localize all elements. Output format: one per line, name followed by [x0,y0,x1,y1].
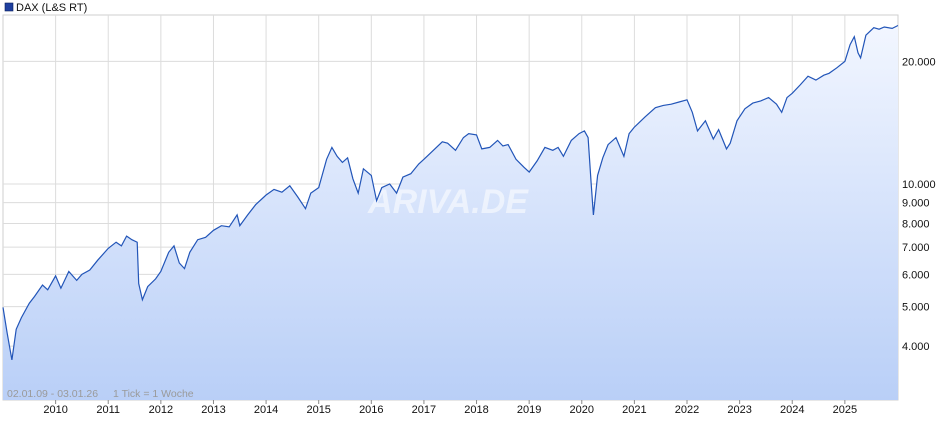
y-axis: 4.000 5.000 6.000 7.000 8.000 9.000 10.000 20.0… [902,56,936,353]
tick-interval-label: 1 Tick = 1 Woche [113,388,194,400]
legend-swatch [4,2,14,12]
x-tick-label: 2021 [622,404,646,416]
x-tick-label: 2015 [306,404,330,416]
date-range-label: 02.01.09 - 03.01.26 [7,388,98,400]
area-fill [3,25,898,400]
x-tick-label: 2016 [359,404,383,416]
dax-series-line [2,24,899,361]
y-tick-label: 6.000 [902,269,930,281]
x-tick-label: 2013 [201,404,225,416]
x-tick-label: 2011 [96,404,120,416]
y-tick-label: 20.000 [902,56,936,68]
y-tick-label: 5.000 [902,302,930,314]
y-tick-label: 4.000 [902,341,930,353]
x-tick-label: 2012 [149,404,173,416]
x-tick-label: 2017 [412,404,436,416]
x-tick-label: 2025 [833,404,857,416]
y-tick-label: 10.000 [902,179,936,191]
watermark: ARIVA.DE [367,183,529,221]
y-tick-label: 8.000 [902,219,930,231]
legend: DAX (L&S RT) [4,2,87,14]
x-tick-label: 2010 [43,404,67,416]
x-tick-label: 2022 [675,404,699,416]
x-tick-label: 2014 [254,404,278,416]
y-tick-label: 9.000 [902,198,930,210]
x-axis: 2010 2011 2012 2013 2014 2015 2016 2017 2018 2019… [43,400,857,416]
x-tick-label: 2019 [517,404,541,416]
y-tick-label: 7.000 [902,242,930,254]
legend-label: DAX (L&S RT) [16,2,87,14]
x-tick-label: 2023 [727,404,751,416]
x-tick-label: 2018 [464,404,488,416]
x-tick-label: 2024 [780,404,804,416]
x-tick-label: 2020 [570,404,594,416]
